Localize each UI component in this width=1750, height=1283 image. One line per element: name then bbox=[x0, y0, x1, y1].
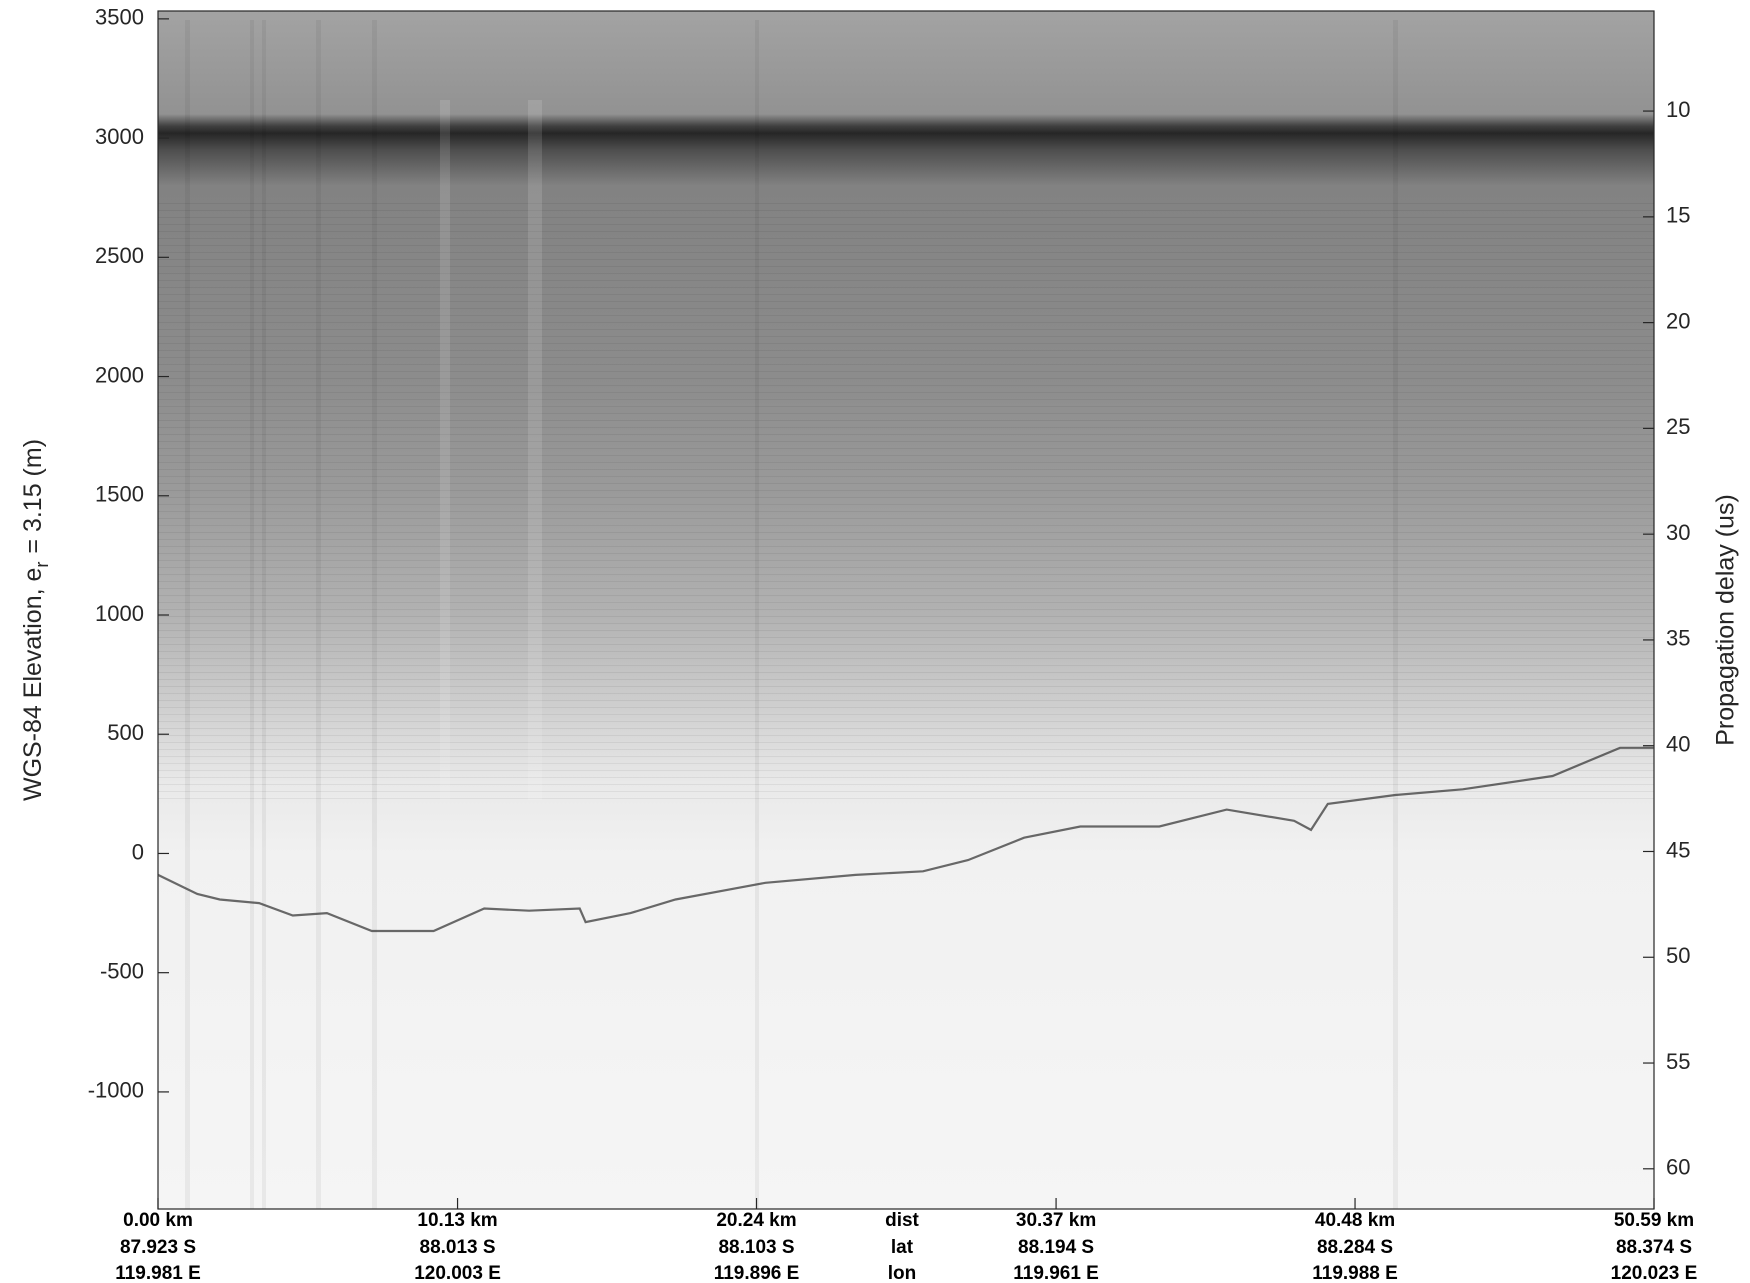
x-tick-lon: 119.988 E bbox=[1312, 1263, 1398, 1283]
x-tick-label: 0.00 km bbox=[123, 1210, 193, 1231]
x-tick-lon: 119.896 E bbox=[714, 1263, 800, 1283]
bright-streaks bbox=[440, 100, 542, 800]
y2-tick-label: 50 bbox=[1666, 943, 1690, 968]
y-tick-label: 1500 bbox=[95, 482, 144, 507]
x-tick-label: 50.59 km bbox=[1614, 1210, 1694, 1231]
y-tick-label: 3500 bbox=[95, 5, 144, 30]
y2-tick-label: 15 bbox=[1666, 203, 1690, 228]
y2-tick-label: 60 bbox=[1666, 1155, 1690, 1180]
x-tick-label: 20.24 km bbox=[716, 1210, 796, 1231]
y-tick-label: -500 bbox=[100, 959, 144, 984]
echogram-layers bbox=[158, 200, 1654, 800]
x-tick-lon: 120.003 E bbox=[414, 1263, 501, 1283]
y-label-main: WGS-84 Elevation, e bbox=[19, 568, 47, 801]
bed-reflector bbox=[157, 746, 1654, 933]
y-tick-label: 3000 bbox=[95, 124, 144, 149]
y2-tick-label: 45 bbox=[1666, 837, 1690, 862]
streaks bbox=[185, 20, 1398, 1209]
y-tick-label: -1000 bbox=[88, 1078, 144, 1103]
y-tick-label: 2500 bbox=[95, 243, 144, 268]
y-tick-label: 2000 bbox=[95, 362, 144, 387]
x-tick-label: 40.48 km bbox=[1315, 1210, 1395, 1231]
x-row-label: lat bbox=[891, 1237, 914, 1258]
y2-axis-label: Propagation delay (us) bbox=[1712, 494, 1740, 746]
x-row-label: dist bbox=[885, 1210, 919, 1231]
y2-tick-label: 25 bbox=[1666, 414, 1690, 439]
x-tick-lat: 88.194 S bbox=[1018, 1237, 1094, 1258]
y-tick-label: 0 bbox=[132, 839, 144, 864]
y-label-end: = 3.15 (m) bbox=[19, 439, 47, 554]
y2-tick-label: 20 bbox=[1666, 308, 1690, 333]
x-tick-lon: 120.023 E bbox=[1611, 1263, 1698, 1283]
y-tick-label: 1000 bbox=[95, 601, 144, 626]
x-row-label: lon bbox=[888, 1263, 917, 1283]
plot-frame bbox=[157, 10, 1655, 1210]
x-tick-lon: 119.981 E bbox=[115, 1263, 201, 1283]
x-tick-lat: 88.374 S bbox=[1616, 1237, 1692, 1258]
x-tick-lat: 88.284 S bbox=[1317, 1237, 1393, 1258]
y2-tick-label: 30 bbox=[1666, 520, 1690, 545]
y-axis-label: WGS-84 Elevation, er = 3.15 (m) bbox=[19, 439, 52, 801]
y2-tick-label: 55 bbox=[1666, 1049, 1690, 1074]
y2-tick-label: 10 bbox=[1666, 97, 1690, 122]
y-label-sub: r bbox=[32, 562, 52, 568]
x-tick-label: 30.37 km bbox=[1016, 1210, 1096, 1231]
y2-tick-label: 35 bbox=[1666, 626, 1690, 651]
y-tick-label: 500 bbox=[107, 720, 144, 745]
x-tick-lat: 87.923 S bbox=[120, 1237, 196, 1258]
x-tick-lat: 88.103 S bbox=[718, 1237, 794, 1258]
x-tick-label: 10.13 km bbox=[417, 1210, 497, 1231]
x-tick-lon: 119.961 E bbox=[1013, 1263, 1099, 1283]
x-tick-lat: 88.013 S bbox=[420, 1237, 496, 1258]
y2-tick-label: 40 bbox=[1666, 732, 1690, 757]
